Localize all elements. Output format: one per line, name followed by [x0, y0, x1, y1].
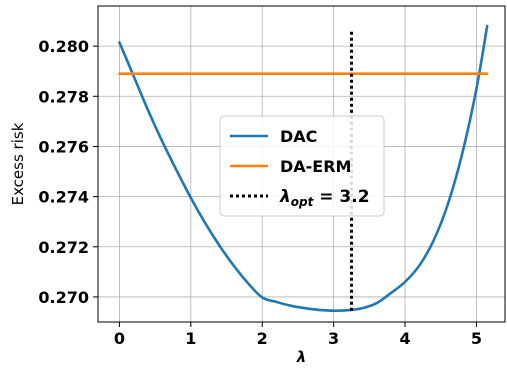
series-line [118, 24, 489, 313]
x-tick-label: 2 [257, 329, 268, 348]
legend-label: DAC [280, 127, 317, 146]
y-tick-label: 0.270 [38, 288, 89, 307]
legend-label: DA-ERM [280, 157, 351, 176]
y-tick-label: 0.280 [38, 37, 89, 56]
x-axis-label: λ [296, 348, 307, 366]
y-tick-label: 0.278 [38, 87, 89, 106]
y-tick-label: 0.276 [38, 137, 89, 156]
plot-frame [97, 5, 506, 323]
legend-box [219, 115, 385, 217]
y-tick-label: 0.272 [38, 238, 89, 257]
x-tick-label: 0 [114, 329, 125, 348]
x-tick-label: 4 [399, 329, 410, 348]
y-axis-label: Excess risk [9, 122, 27, 205]
x-tick-label: 1 [185, 329, 196, 348]
legend-label: λopt = 3.2 [279, 187, 370, 209]
ticks: 0 1 2 3 4 5 0.270 0.272 0.274 0.276 0.278 0.280 [38, 37, 482, 348]
y-tick-label: 0.274 [38, 188, 89, 207]
x-tick-label: 3 [328, 329, 339, 348]
x-tick-label: 5 [471, 329, 482, 348]
legend: DAC DA-ERM λopt = 3.2 [219, 115, 385, 217]
